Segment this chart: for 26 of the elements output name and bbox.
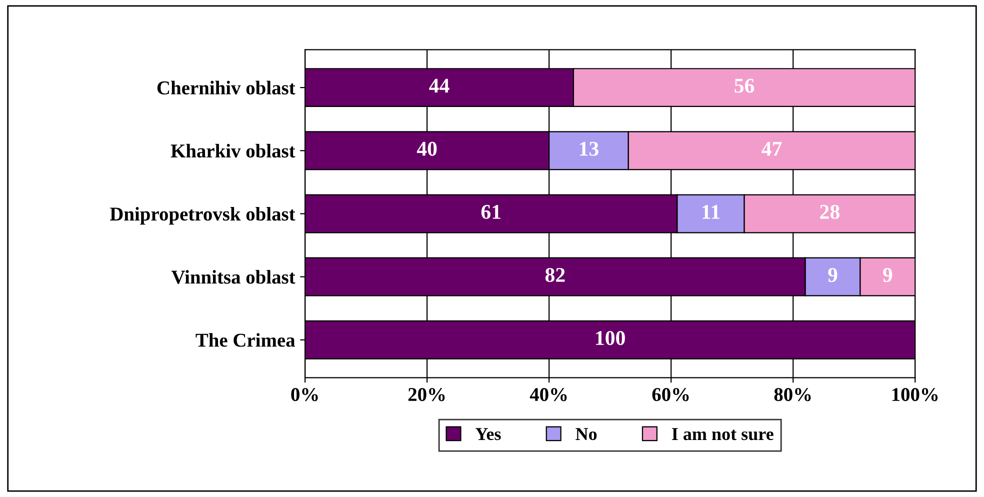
y-tick-label: Vinnitsa oblast — [171, 270, 296, 284]
y-tick-label: The Crimea — [196, 333, 296, 347]
data-label: 13 — [580, 142, 598, 156]
x-tick-label: 60% — [652, 388, 689, 402]
x-tick-label: 80% — [774, 388, 811, 402]
x-tick-label: 20% — [408, 388, 445, 402]
x-tick-label: 0% — [291, 388, 318, 402]
data-label: 100 — [596, 331, 625, 346]
data-label: 11 — [702, 204, 720, 219]
data-label: 61 — [481, 204, 500, 219]
legend-label: Yes — [475, 428, 501, 440]
data-label: 56 — [734, 78, 754, 93]
legend-label: No — [576, 428, 597, 440]
y-tick-label: Chernihiv oblast — [157, 80, 296, 94]
y-tick-label: Kharkiv oblast — [170, 144, 296, 158]
data-label: 82 — [545, 268, 565, 282]
x-tick-label: 40% — [530, 388, 567, 402]
y-tick-label: Dnipropetrovsk oblast — [110, 206, 296, 225]
data-label: 28 — [820, 204, 840, 219]
data-label: 9 — [883, 268, 892, 282]
x-tick-label: 100% — [892, 388, 938, 402]
data-label: 44 — [429, 78, 450, 93]
data-label: 40 — [416, 142, 437, 156]
legend-label: I am not sure — [672, 428, 774, 440]
data-label: 9 — [828, 268, 838, 282]
data-label: 47 — [762, 142, 782, 156]
